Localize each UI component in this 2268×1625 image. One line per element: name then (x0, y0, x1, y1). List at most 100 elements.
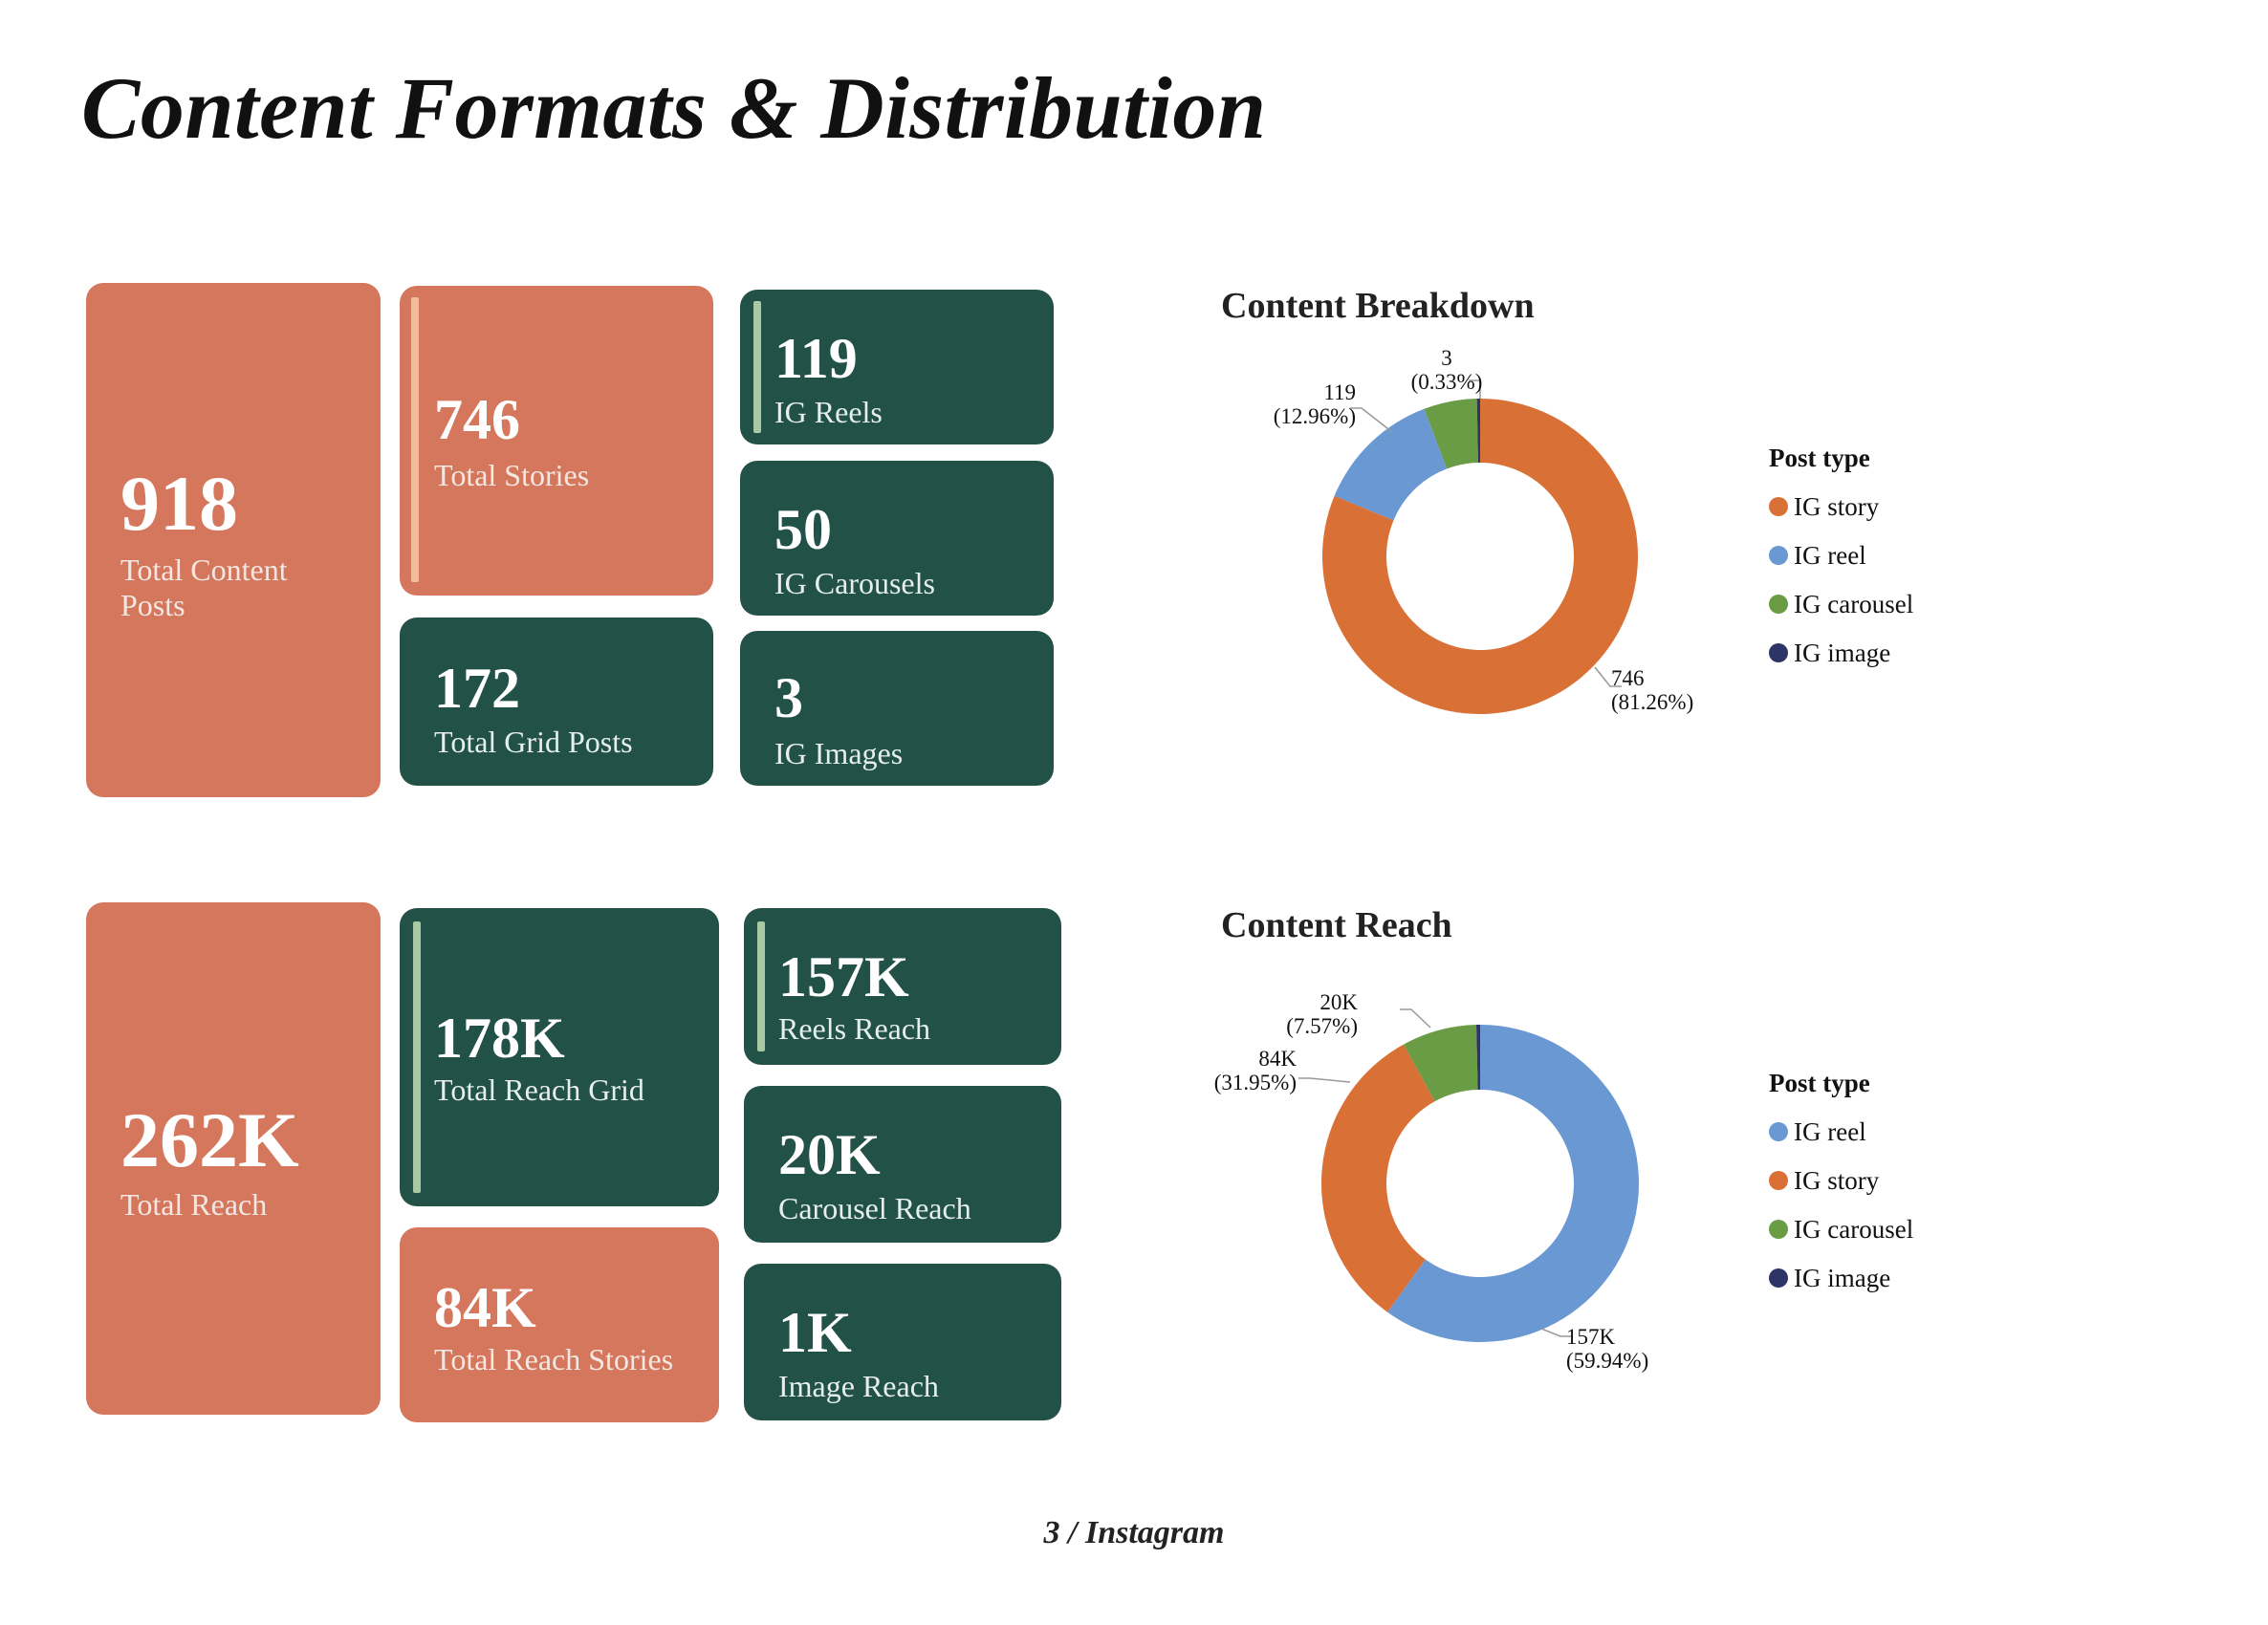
legend-content-breakdown: Post type IG story IG reel IG carousel IG i… (1769, 444, 1913, 685)
data-label-percent: (7.57%) (1286, 1014, 1358, 1038)
slice-ig-image (1476, 1025, 1480, 1091)
kpi-label: Total Reach (120, 1187, 268, 1222)
legend-label: IG image (1794, 638, 1891, 667)
data-label-leader (1594, 666, 1622, 687)
legend-item: IG story (1769, 490, 1913, 523)
data-label-value: 746 (1611, 666, 1645, 690)
data-label-percent: (12.96%) (1274, 404, 1356, 428)
kpi-value: 172 (434, 657, 520, 720)
data-label-percent: (0.33%) (1411, 370, 1483, 394)
data-label-percent: (59.94%) (1566, 1349, 1648, 1373)
legend-item: IG reel (1769, 1116, 1913, 1148)
data-label-leader (1540, 1328, 1572, 1337)
data-label-value: 20K (1319, 990, 1358, 1014)
chart-title-content-reach: Content Reach (1221, 905, 1452, 945)
kpi-value: 20K (778, 1123, 881, 1186)
kpi-label: Total Grid Posts (434, 725, 633, 759)
legend-label: IG story (1794, 491, 1880, 521)
accent-bar (753, 301, 761, 433)
legend-swatch (1769, 1268, 1788, 1288)
accent-bar (411, 297, 419, 582)
kpi-label: Carousel Reach (778, 1191, 971, 1225)
kpi-label: Reels Reach (778, 1011, 931, 1046)
legend-content-reach: Post type IG reel IG story IG carousel IG i… (1769, 1069, 1913, 1311)
legend-swatch (1769, 546, 1788, 565)
kpi-label: Total Content Posts (120, 552, 288, 622)
legend-title: Post type (1769, 444, 1870, 472)
kpi-total-content-posts: 918 Total Content Posts (86, 283, 381, 797)
chart-title-content-breakdown: Content Breakdown (1221, 286, 1535, 326)
page-title: Content Formats & Distribution (81, 59, 1267, 157)
legend-swatch (1769, 1220, 1788, 1239)
legend-item: IG story (1769, 1164, 1913, 1197)
kpi-value: 3 (774, 666, 803, 729)
slice-ig-carousel (1403, 1025, 1478, 1102)
kpi-total-stories: 746 Total Stories (400, 286, 713, 596)
kpi-value: 119 (774, 327, 858, 390)
donut-chart-content-reach: 157K(59.94%) 84K(31.95%) 20K(7.57%) (1214, 990, 1648, 1373)
legend-swatch (1769, 1171, 1788, 1190)
kpi-ig-images: 3 IG Images (740, 631, 1054, 786)
accent-bar (757, 921, 765, 1051)
legend-item: IG reel (1769, 539, 1913, 572)
kpi-label: Image Reach (778, 1369, 939, 1403)
kpi-carousel-reach: 20K Carousel Reach (744, 1086, 1061, 1243)
slice-ig-reel (1387, 1025, 1639, 1342)
kpi-value: 918 (120, 460, 238, 547)
legend-label: IG reel (1794, 540, 1866, 570)
data-label-value: 119 (1323, 380, 1356, 404)
kpi-ig-reels: 119 IG Reels (740, 290, 1054, 444)
kpi-label: Total Reach Grid (434, 1072, 644, 1107)
legend-swatch (1769, 497, 1788, 516)
data-label-percent: (81.26%) (1611, 690, 1693, 714)
kpi-image-reach: 1K Image Reach (744, 1264, 1061, 1420)
kpi-ig-carousels: 50 IG Carousels (740, 461, 1054, 616)
data-label-value: 3 (1441, 346, 1452, 370)
legend-label: IG carousel (1794, 589, 1914, 618)
data-label-leader (1469, 379, 1481, 399)
data-label-value: 157K (1566, 1325, 1616, 1349)
slice-ig-reel (1334, 408, 1448, 521)
legend-title: Post type (1769, 1069, 1870, 1097)
data-label-leader (1350, 407, 1393, 433)
legend-item: IG image (1769, 637, 1913, 669)
kpi-total-reach-grid: 178K Total Reach Grid (400, 908, 719, 1206)
kpi-value: 1K (778, 1301, 852, 1364)
legend-swatch (1769, 1122, 1788, 1141)
accent-bar (413, 921, 421, 1193)
data-label-leader (1400, 1008, 1431, 1029)
slice-ig-story (1322, 399, 1638, 714)
slice-ig-carousel (1424, 399, 1478, 469)
kpi-label: Total Stories (434, 458, 590, 492)
page-footer: 3 / Instagram (1043, 1515, 1225, 1550)
slice-ig-image (1476, 399, 1480, 464)
kpi-value: 262K (120, 1096, 299, 1183)
donut-chart-content-breakdown: 746(81.26%) 119(12.96%) 3(0.33%) (1274, 346, 1693, 714)
data-label-value: 84K (1258, 1047, 1297, 1071)
data-label-percent: (31.95%) (1214, 1071, 1297, 1094)
kpi-value: 746 (434, 388, 520, 451)
kpi-value: 50 (774, 498, 832, 561)
kpi-label: Total Reach Stories (434, 1342, 674, 1376)
slice-ig-story (1321, 1044, 1435, 1312)
legend-swatch (1769, 643, 1788, 662)
legend-item: IG image (1769, 1262, 1913, 1294)
legend-swatch (1769, 595, 1788, 614)
kpi-total-reach-stories: 84K Total Reach Stories (400, 1227, 719, 1422)
data-label-leader (1298, 1077, 1351, 1083)
kpi-value: 157K (778, 945, 909, 1008)
kpi-label: IG Images (774, 736, 904, 770)
kpi-total-grid-posts: 172 Total Grid Posts (400, 618, 713, 786)
legend-label: IG image (1794, 1263, 1891, 1292)
kpi-value: 178K (434, 1007, 565, 1070)
kpi-label: IG Reels (774, 395, 883, 429)
legend-label: IG reel (1794, 1116, 1866, 1146)
legend-label: IG carousel (1794, 1214, 1914, 1244)
legend-item: IG carousel (1769, 588, 1913, 620)
kpi-label: IG Carousels (774, 566, 935, 600)
legend-item: IG carousel (1769, 1213, 1913, 1246)
kpi-value: 84K (434, 1276, 536, 1339)
legend-label: IG story (1794, 1165, 1880, 1195)
kpi-total-reach: 262K Total Reach (86, 902, 381, 1415)
kpi-reels-reach: 157K Reels Reach (744, 908, 1061, 1065)
